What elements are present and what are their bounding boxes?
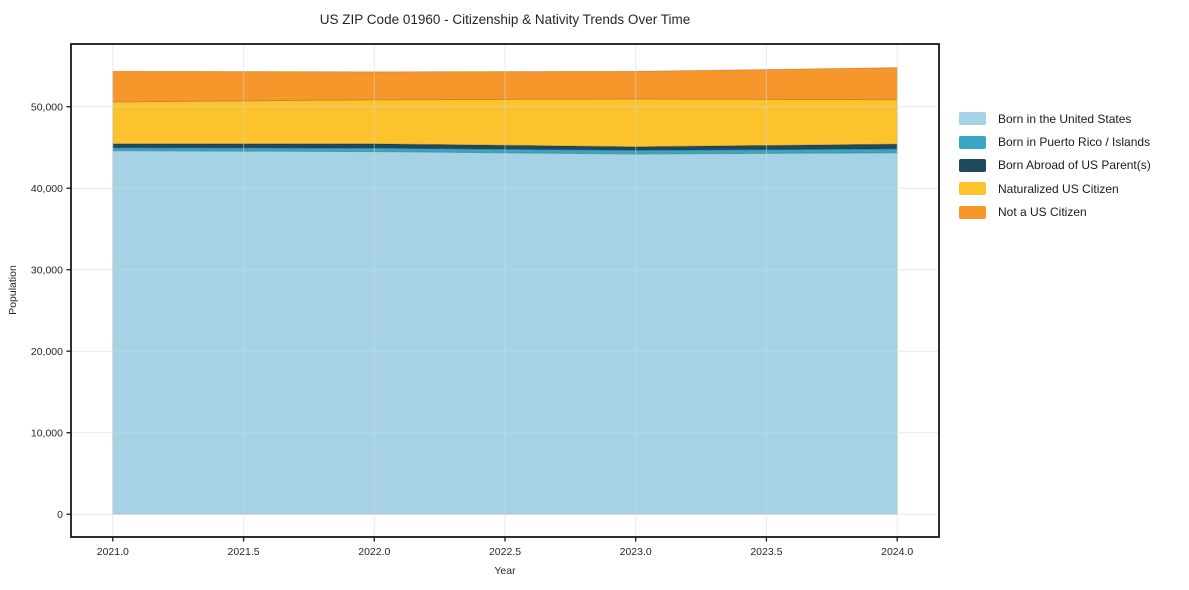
x-tick-label: 2022.0 — [358, 546, 390, 558]
legend-item: Naturalized US Citizen — [959, 177, 1151, 200]
x-tick-label: 2023.0 — [620, 546, 652, 558]
x-tick-label: 2023.5 — [750, 546, 782, 558]
y-tick-label: 30,000 — [31, 264, 63, 276]
legend-swatch — [959, 158, 986, 172]
legend-label: Born Abroad of US Parent(s) — [998, 158, 1151, 173]
x-axis-label: Year — [494, 565, 516, 577]
y-tick-label: 50,000 — [31, 101, 63, 113]
legend-label: Naturalized US Citizen — [998, 181, 1119, 196]
legend-label: Born in Puerto Rico / Islands — [998, 135, 1151, 150]
y-tick-label: 0 — [57, 509, 63, 521]
x-tick-label: 2021.5 — [228, 546, 260, 558]
legend-label: Not a US Citizen — [998, 205, 1087, 220]
legend: Born in the United States Born in Puerto … — [959, 107, 1151, 224]
legend-swatch — [959, 135, 986, 149]
x-tick-label: 2021.0 — [97, 546, 129, 558]
chart-title: US ZIP Code 01960 - Citizenship & Nativi… — [320, 12, 690, 27]
x-tick-label: 2022.5 — [489, 546, 521, 558]
legend-swatch — [959, 182, 986, 196]
y-tick-label: 10,000 — [31, 427, 63, 439]
x-tick-label: 2024.0 — [881, 546, 913, 558]
y-tick-label: 40,000 — [31, 183, 63, 195]
legend-item: Born Abroad of US Parent(s) — [959, 154, 1151, 177]
legend-item: Born in the United States — [959, 107, 1151, 130]
grid-lines — [71, 44, 939, 537]
legend-item: Born in Puerto Rico / Islands — [959, 130, 1151, 153]
y-axis-label: Population — [7, 265, 19, 315]
legend-swatch — [959, 112, 986, 126]
legend-label: Born in the United States — [998, 111, 1132, 126]
axis-ticks: 2021.0 2021.5 2022.0 2022.5 2023.0 2023.5 2024… — [31, 101, 914, 558]
legend-swatch — [959, 205, 986, 219]
legend-item: Not a US Citizen — [959, 201, 1151, 224]
y-tick-label: 20,000 — [31, 346, 63, 358]
